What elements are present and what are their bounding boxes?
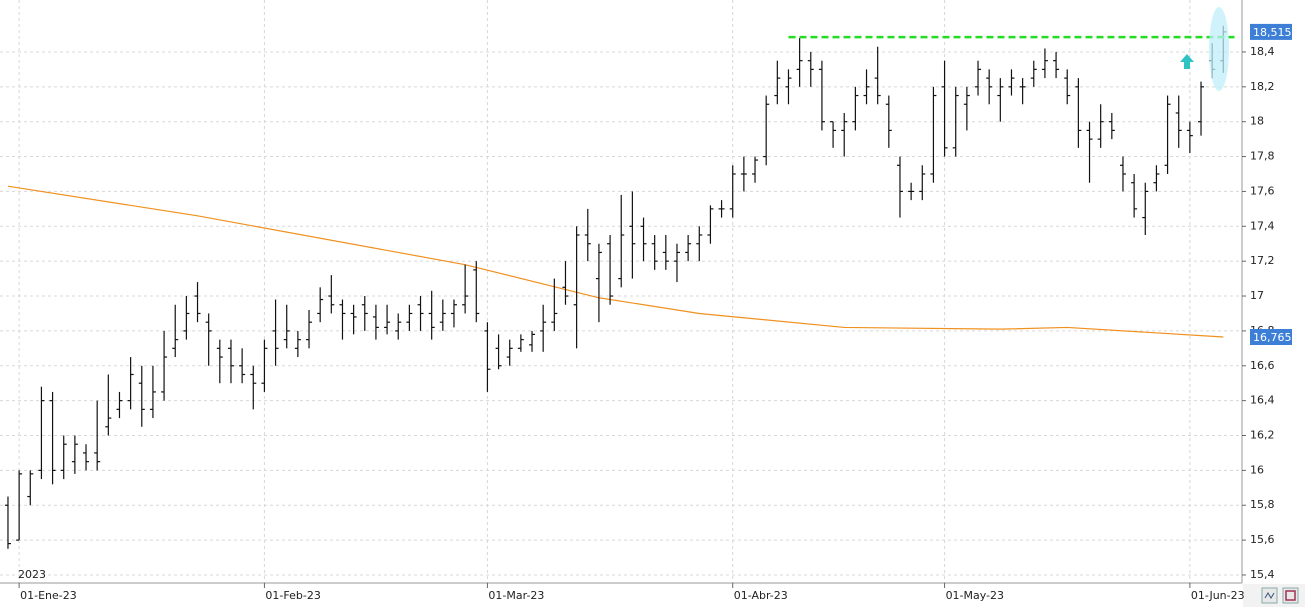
save-icon	[1285, 590, 1296, 601]
toolbar	[1261, 587, 1299, 604]
price-label-box	[1250, 23, 1292, 40]
y-tick-label: 15,4	[1250, 568, 1275, 581]
up-arrow	[1180, 54, 1194, 69]
x-tick-label: 01-Mar-23	[488, 589, 544, 602]
price-label: 16,765	[1253, 331, 1292, 344]
y-tick-label: 16	[1250, 463, 1264, 476]
marks	[4, 25, 1235, 549]
x-tick-label: 01-Abr-23	[734, 589, 788, 602]
y-tick-label: 16,2	[1250, 429, 1275, 442]
highlight-ellipse	[1209, 7, 1229, 91]
x-tick-label: 01-Jun-23	[1191, 589, 1245, 602]
x-tick-label: 01-May-23	[946, 589, 1004, 602]
labels: 15,415,615,81616,216,416,616,81717,217,4…	[18, 23, 1292, 602]
y-tick-label: 17	[1250, 289, 1264, 302]
price-label: 18,515	[1253, 26, 1292, 39]
y-tick-label: 18	[1250, 115, 1264, 128]
zoom-icon	[1264, 592, 1275, 599]
y-tick-label: 18,2	[1250, 80, 1275, 93]
x-tick-label: 01-Ene-23	[20, 589, 77, 602]
y-tick-label: 17,8	[1250, 150, 1275, 163]
y-tick-label: 17,4	[1250, 219, 1275, 232]
x-tick-label: 01-Feb-23	[265, 589, 320, 602]
price-label-box	[1250, 329, 1292, 346]
moving-average	[7, 185, 1224, 338]
y-tick-label: 16,4	[1250, 394, 1275, 407]
y-tick-label: 17,2	[1250, 254, 1275, 267]
y-tick-label: 15,6	[1250, 533, 1275, 546]
year-label: 2023	[18, 568, 46, 581]
y-tick-label: 17,6	[1250, 184, 1275, 197]
y-tick-label: 18,4	[1250, 45, 1275, 58]
y-tick-label: 15,8	[1250, 498, 1275, 511]
y-tick-label: 16,6	[1250, 359, 1275, 372]
